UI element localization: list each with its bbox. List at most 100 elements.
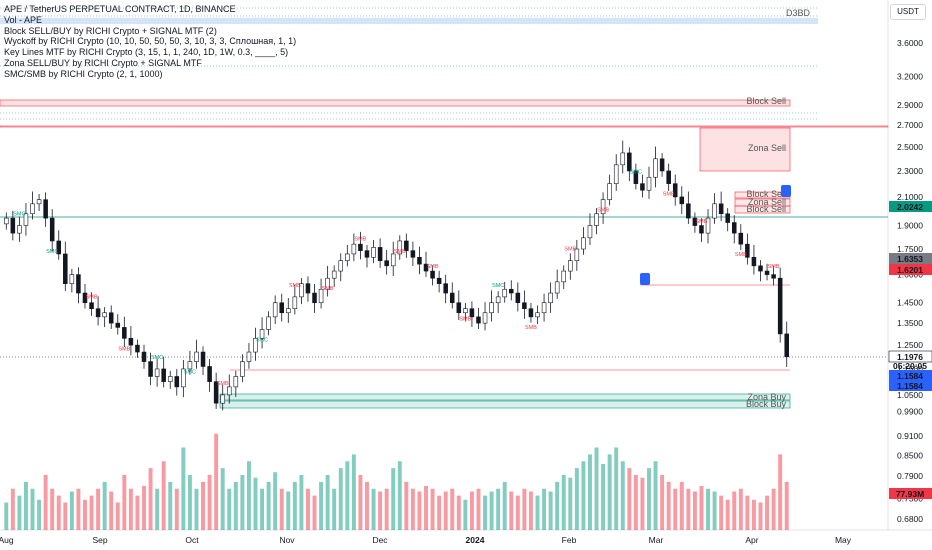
y-tick-label: 3.2000 <box>897 72 923 82</box>
volume-bar <box>365 481 369 530</box>
candle <box>758 260 763 282</box>
candle-body <box>410 250 416 258</box>
smc-marker: SMB <box>217 381 229 387</box>
volume-bar <box>751 499 756 530</box>
candle-body <box>449 292 455 304</box>
volume-bar <box>305 488 310 530</box>
volume-bar <box>778 454 783 530</box>
volume-bar <box>128 488 133 530</box>
candle <box>272 295 278 325</box>
candle-body <box>686 203 691 219</box>
volume-bar <box>253 477 258 530</box>
price-label: 1.1976 <box>897 352 923 362</box>
candle-body <box>758 265 763 272</box>
candle <box>469 301 475 328</box>
candle <box>568 253 573 280</box>
candle-body <box>167 376 173 382</box>
candle-body <box>240 361 245 377</box>
candle <box>705 209 711 244</box>
candle-body <box>607 183 612 200</box>
smc-marker: SMB <box>525 325 537 331</box>
volume-bar <box>4 502 9 530</box>
volume-bar <box>168 481 173 530</box>
volume-bar <box>207 475 212 530</box>
legend-zona[interactable]: Zona SELL/BUY by RICHI Crypto + SIGNAL M… <box>4 57 202 68</box>
volume-bar <box>496 488 501 530</box>
candle-body <box>358 243 363 251</box>
volume-bar <box>614 447 619 530</box>
legend-vol[interactable]: Vol - APE <box>4 14 43 25</box>
candle <box>692 212 698 233</box>
volume-bar <box>692 491 697 530</box>
price-label-bg <box>889 488 932 499</box>
candle-body <box>600 199 606 215</box>
volume-bar <box>404 481 409 530</box>
candle <box>554 269 560 299</box>
volume-bar <box>548 491 553 530</box>
volume-bar <box>37 499 42 530</box>
y-tick-label: 0.6800 <box>897 514 923 524</box>
candle <box>515 282 521 312</box>
volume-bar <box>607 454 612 530</box>
candle-body <box>10 217 16 234</box>
volume-bar <box>391 468 396 530</box>
legend-block[interactable]: Block SELL/BUY by RICHI Crypto + SIGNAL … <box>4 25 217 36</box>
volume-bar <box>371 488 376 530</box>
volume-bar <box>351 454 356 530</box>
candle <box>502 281 507 303</box>
signal-badge <box>640 273 650 285</box>
candle <box>686 191 691 224</box>
volume-bar <box>528 491 533 530</box>
candle-body <box>384 260 389 267</box>
legend-wyckoff[interactable]: Wyckoff by RICHI Crypto (10, 10, 50, 50,… <box>4 36 297 47</box>
price-label-bg <box>889 370 932 381</box>
volume-bar <box>522 488 527 530</box>
volume-bar <box>345 461 350 530</box>
volume-bar <box>115 502 120 530</box>
x-tick-label: May <box>835 535 852 545</box>
legend-smc[interactable]: SMC/SMB by RICHI Crypto (2, 1, 1000) <box>4 68 163 79</box>
candle-body <box>613 164 619 184</box>
legend-keylines[interactable]: Key Lines MTF by RICHI Crypto (3, 15, 1,… <box>4 47 289 58</box>
candle-body <box>738 232 744 245</box>
candle <box>76 267 81 304</box>
candle-body <box>30 203 35 215</box>
volume-bar <box>83 499 87 530</box>
volume-bar <box>214 433 219 530</box>
candle-body <box>751 256 757 267</box>
price-label: 1.6353 <box>897 254 923 264</box>
candle-body <box>200 351 206 367</box>
candle <box>17 216 22 242</box>
volume-bar <box>647 468 651 530</box>
y-tick-label: 3.6000 <box>897 38 923 48</box>
volume-bar <box>17 495 22 530</box>
candle-body <box>161 368 166 382</box>
candle <box>718 191 724 221</box>
candle-body <box>627 152 632 172</box>
candle <box>56 230 62 260</box>
candle-body <box>69 274 75 284</box>
candle-body <box>17 225 22 234</box>
currency-button[interactable]: USDT <box>890 4 926 20</box>
candle <box>286 298 291 323</box>
volume-bar <box>312 495 317 530</box>
volume-bar <box>397 461 402 530</box>
top-band <box>0 18 818 24</box>
volume-bar <box>509 491 514 530</box>
candle <box>82 284 88 309</box>
candle <box>594 208 599 235</box>
candle-body <box>213 381 219 404</box>
candle <box>640 174 645 198</box>
volume-bar <box>292 481 297 530</box>
candle <box>207 359 212 392</box>
volume-bar <box>673 488 678 530</box>
signal-badge <box>781 185 791 197</box>
candle-body <box>325 277 330 290</box>
candle-body <box>731 222 737 234</box>
legend-title[interactable]: APE / TetherUS PERPETUAL CONTRACT, 1D, B… <box>4 4 236 14</box>
candle-body <box>76 274 81 294</box>
candle-body <box>102 312 107 318</box>
y-tick-label: 2.9000 <box>897 100 923 110</box>
zone-rect <box>0 125 889 128</box>
